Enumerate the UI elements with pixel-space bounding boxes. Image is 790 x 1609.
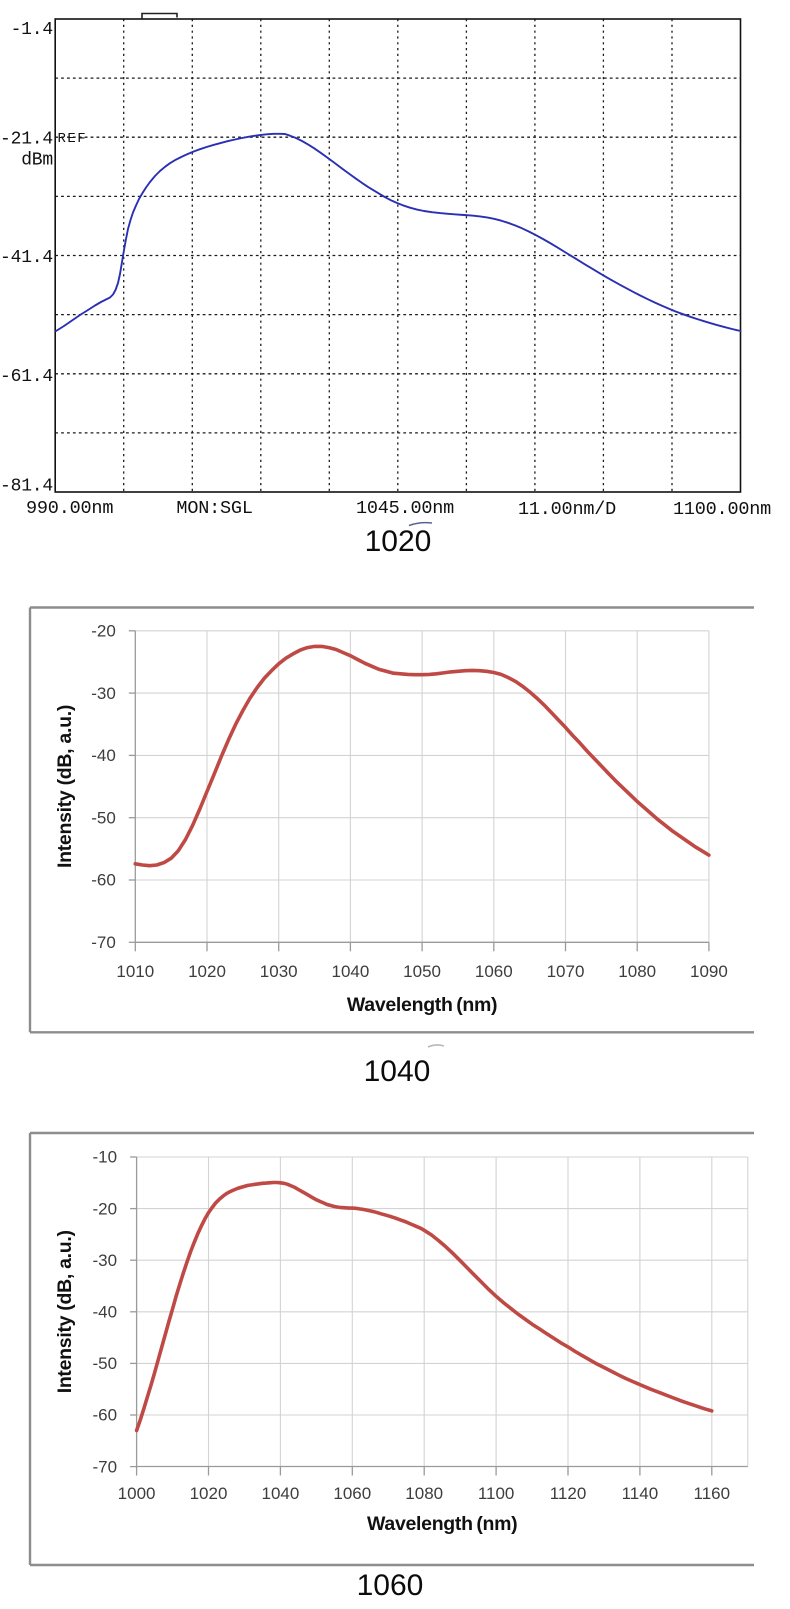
svg-text:1140: 1140 — [622, 1484, 659, 1503]
svg-text:1100.00nm: 1100.00nm — [673, 499, 771, 520]
svg-text:-1.4: -1.4 — [11, 20, 53, 40]
svg-text:1030: 1030 — [260, 962, 298, 981]
svg-text:Intensity (dB, a.u.): Intensity (dB, a.u.) — [54, 1230, 76, 1393]
svg-text:MON:SGL: MON:SGL — [176, 498, 252, 519]
svg-text:-81.4: -81.4 — [0, 477, 53, 497]
svg-text:Intensity (dB, a.u.): Intensity (dB, a.u.) — [54, 705, 76, 868]
svg-text:-40: -40 — [93, 1303, 118, 1322]
svg-text:dBm: dBm — [21, 151, 53, 171]
svg-text:1120: 1120 — [550, 1484, 587, 1503]
svg-text:-40: -40 — [91, 746, 116, 765]
svg-text:1040: 1040 — [364, 1055, 431, 1088]
svg-text:1080: 1080 — [618, 962, 656, 981]
svg-text:11.00nm/D: 11.00nm/D — [518, 499, 616, 520]
svg-text:-10: -10 — [93, 1148, 118, 1167]
svg-text:990.00nm: 990.00nm — [26, 498, 113, 519]
svg-text:1050: 1050 — [403, 962, 441, 981]
svg-text:-70: -70 — [93, 1457, 118, 1476]
svg-text:1060: 1060 — [357, 1569, 424, 1602]
svg-text:-20: -20 — [91, 622, 116, 641]
svg-text:1045.00nm: 1045.00nm — [356, 498, 454, 519]
svg-text:1100: 1100 — [478, 1484, 515, 1503]
svg-text:1060: 1060 — [475, 962, 513, 981]
svg-text:1040: 1040 — [261, 1484, 299, 1503]
svg-text:Wavelength (nm): Wavelength (nm) — [347, 994, 497, 1016]
svg-text:1080: 1080 — [405, 1484, 443, 1503]
svg-text:1160: 1160 — [694, 1484, 731, 1503]
svg-text:1090: 1090 — [690, 962, 728, 981]
svg-text:1020: 1020 — [188, 962, 226, 981]
svg-text:-30: -30 — [93, 1251, 118, 1270]
svg-text:-61.4: -61.4 — [0, 367, 53, 387]
svg-text:-50: -50 — [91, 808, 116, 827]
svg-text:1040: 1040 — [331, 962, 369, 981]
svg-text:1010: 1010 — [116, 962, 154, 981]
svg-text:REF: REF — [58, 131, 88, 147]
svg-text:-70: -70 — [91, 933, 116, 952]
svg-text:Wavelength (nm): Wavelength (nm) — [367, 1513, 517, 1535]
svg-text:1020: 1020 — [365, 525, 432, 558]
svg-text:1070: 1070 — [547, 962, 585, 981]
svg-text:-60: -60 — [93, 1406, 118, 1425]
svg-text:-50: -50 — [93, 1354, 118, 1373]
svg-text:-60: -60 — [91, 871, 116, 890]
svg-text:-41.4: -41.4 — [0, 248, 53, 268]
svg-text:1060: 1060 — [333, 1484, 371, 1503]
svg-text:-21.4: -21.4 — [0, 130, 53, 150]
svg-text:-30: -30 — [91, 684, 116, 703]
svg-text:1020: 1020 — [190, 1484, 228, 1503]
svg-text:-20: -20 — [93, 1199, 118, 1218]
svg-text:1000: 1000 — [118, 1484, 156, 1503]
